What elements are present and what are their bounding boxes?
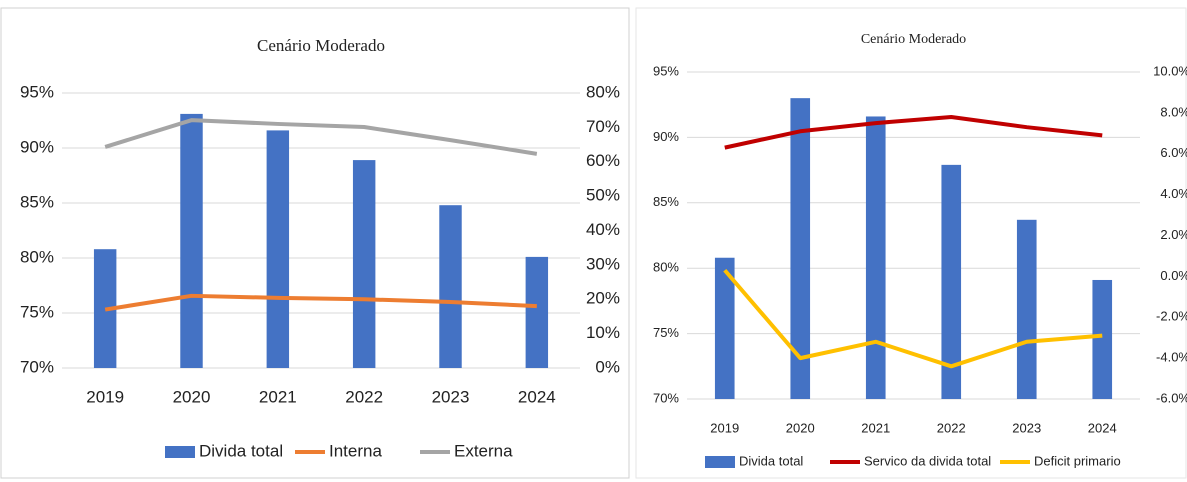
y-tick-label: 80%	[653, 260, 679, 275]
y-tick-label: 90%	[653, 129, 679, 144]
legend-label: Divida total	[739, 453, 803, 468]
panel-border	[635, 7, 1187, 479]
bar	[525, 256, 549, 368]
x-tick-label: 2024	[518, 387, 556, 406]
y2-tick-label: 8.0%	[1160, 104, 1187, 119]
legend-label: Externa	[454, 441, 513, 460]
bar	[439, 205, 462, 368]
y2-tick-label: -4.0%	[1156, 350, 1187, 365]
y-tick-label: 70%	[20, 357, 54, 376]
y-tick-label: 85%	[20, 192, 54, 211]
line	[723, 268, 1103, 369]
x-tick-label: 2019	[86, 387, 124, 406]
bar	[865, 116, 886, 400]
y2-tick-label: 10.0%	[1153, 63, 1187, 78]
y2-tick-label: 2.0%	[1160, 227, 1187, 242]
x-tick-label: 2021	[861, 420, 890, 435]
bar	[1092, 279, 1113, 399]
x-tick-label: 2020	[173, 387, 211, 406]
legend-swatch	[165, 446, 195, 458]
y2-tick-label: 0%	[595, 357, 620, 376]
y-tick-label: 95%	[20, 82, 54, 101]
y2-tick-label: 0.0%	[1160, 268, 1187, 283]
panel-border	[0, 7, 630, 479]
x-tick-label: 2023	[432, 387, 470, 406]
x-tick-label: 2022	[937, 420, 966, 435]
bar	[790, 98, 811, 399]
x-tick-label: 2022	[345, 387, 383, 406]
y2-tick-label: -6.0%	[1156, 390, 1187, 405]
bar	[352, 160, 376, 368]
y2-tick-label: 40%	[586, 220, 620, 239]
legend-label: Deficit primario	[1034, 453, 1121, 468]
legend-label: Interna	[329, 441, 382, 460]
line	[104, 118, 538, 156]
y-tick-label: 95%	[653, 63, 679, 78]
x-tick-label: 2023	[1012, 420, 1041, 435]
y-tick-label: 90%	[20, 137, 54, 156]
y-tick-label: 80%	[20, 247, 54, 266]
x-tick-label: 2024	[1088, 420, 1117, 435]
y-tick-label: 70%	[653, 390, 679, 405]
x-tick-label: 2019	[710, 420, 739, 435]
line	[104, 293, 537, 312]
y2-tick-label: 70%	[586, 117, 620, 136]
y2-tick-label: 6.0%	[1160, 145, 1187, 160]
y-tick-label: 75%	[20, 302, 54, 321]
y-tick-label: 85%	[653, 194, 679, 209]
y2-tick-label: 80%	[586, 82, 620, 101]
y2-tick-label: 4.0%	[1160, 186, 1187, 201]
y2-tick-label: 20%	[586, 289, 620, 308]
bar	[941, 164, 962, 399]
legend-label: Servico da divida total	[864, 453, 991, 468]
x-tick-label: 2020	[786, 420, 815, 435]
bar	[714, 257, 735, 399]
line	[724, 114, 1103, 150]
bar	[1016, 219, 1037, 399]
legend-label: Divida total	[199, 441, 283, 460]
y-tick-label: 75%	[653, 325, 679, 340]
y2-tick-label: 50%	[586, 186, 620, 205]
legend-swatch	[705, 456, 735, 468]
chart-title: Cenário Moderado	[861, 32, 966, 47]
x-tick-label: 2021	[259, 387, 297, 406]
bar	[266, 130, 290, 368]
y2-tick-label: 10%	[586, 323, 620, 342]
chart-title: Cenário Moderado	[257, 36, 385, 55]
bar	[180, 113, 203, 369]
y2-tick-label: 30%	[586, 254, 620, 273]
y2-tick-label: -2.0%	[1156, 309, 1187, 324]
y2-tick-label: 60%	[586, 151, 620, 170]
